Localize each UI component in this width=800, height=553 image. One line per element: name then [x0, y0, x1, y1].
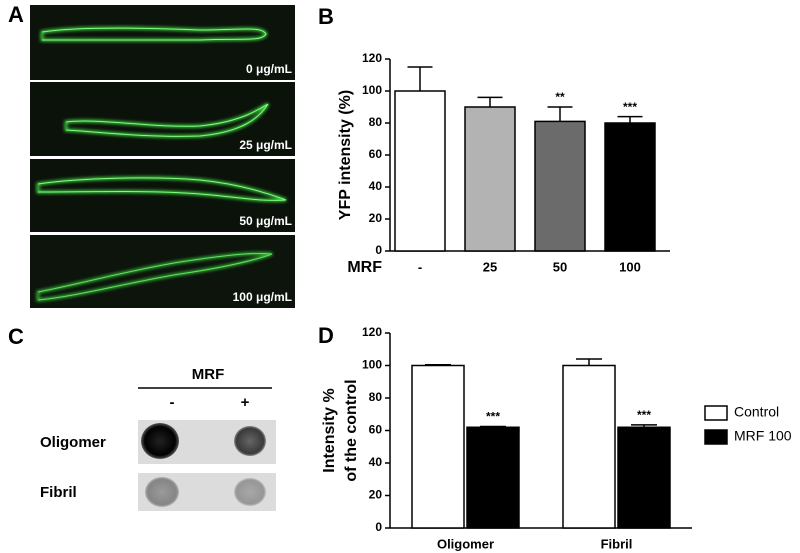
legend-label: Control — [734, 404, 779, 420]
y-tick-label: 60 — [369, 147, 383, 161]
y-tick-label: 80 — [369, 390, 383, 404]
image-label: 0 μg/mL — [246, 62, 292, 76]
significance-label: *** — [637, 408, 651, 422]
image-label: 50 μg/mL — [239, 214, 292, 228]
x-tick-label: Oligomer — [437, 536, 494, 551]
blot-row: Fibril — [40, 484, 77, 501]
significance-label: ** — [555, 90, 565, 104]
panel-letter: C — [8, 324, 24, 349]
micrograph — [30, 235, 295, 308]
y-tick-label: 80 — [369, 115, 383, 129]
bar — [562, 364, 616, 529]
y-axis-label: YFP intensity (%) — [337, 90, 354, 220]
y-tick-label: 40 — [369, 179, 383, 193]
significance-label: *** — [623, 100, 637, 114]
y-tick-label: 100 — [362, 83, 382, 97]
bar — [617, 426, 671, 529]
x-tick-label: 50 — [553, 259, 567, 274]
y-axis-label: Intensity % — [321, 388, 338, 472]
micrograph — [30, 82, 295, 156]
significance-label: *** — [486, 410, 500, 424]
y-tick-label: 20 — [369, 488, 383, 502]
micrograph — [30, 159, 295, 232]
x-tick-label: 100 — [619, 259, 641, 274]
legend-swatch — [704, 429, 728, 445]
bar — [464, 106, 516, 252]
micrograph — [30, 5, 295, 80]
y-tick-label: 0 — [375, 520, 382, 534]
image-label: 25 μg/mL — [239, 138, 292, 152]
blot-row: Oligomer — [40, 434, 106, 451]
legend-swatch — [704, 405, 728, 421]
y-tick-label: 120 — [362, 325, 382, 339]
y-tick-label: 20 — [369, 211, 383, 225]
blot-header: MRF — [192, 366, 225, 383]
blot-column: - — [170, 394, 175, 411]
dot-blot — [138, 420, 276, 511]
blot-column: + — [241, 394, 250, 411]
panel-letter: B — [318, 4, 334, 29]
x-tick-label: 25 — [483, 259, 497, 274]
legend-label: MRF 100 — [734, 428, 792, 444]
y-tick-label: 40 — [369, 455, 383, 469]
bar — [466, 426, 520, 529]
x-tick-label: Fibril — [601, 536, 633, 551]
image-label: 100 μg/mL — [233, 290, 292, 304]
y-tick-label: 0 — [375, 243, 382, 257]
y-axis-label: of the control — [343, 379, 360, 481]
x-tick-label: - — [418, 259, 422, 274]
x-axis-label: MRF — [347, 259, 382, 276]
bar — [604, 122, 656, 252]
y-tick-label: 120 — [362, 51, 382, 65]
panel-letter: A — [8, 2, 24, 27]
bar — [534, 120, 586, 252]
y-tick-label: 60 — [369, 423, 383, 437]
y-tick-label: 100 — [362, 358, 382, 372]
bar — [394, 90, 446, 252]
panel-letter: D — [318, 323, 334, 348]
bar — [411, 364, 465, 529]
